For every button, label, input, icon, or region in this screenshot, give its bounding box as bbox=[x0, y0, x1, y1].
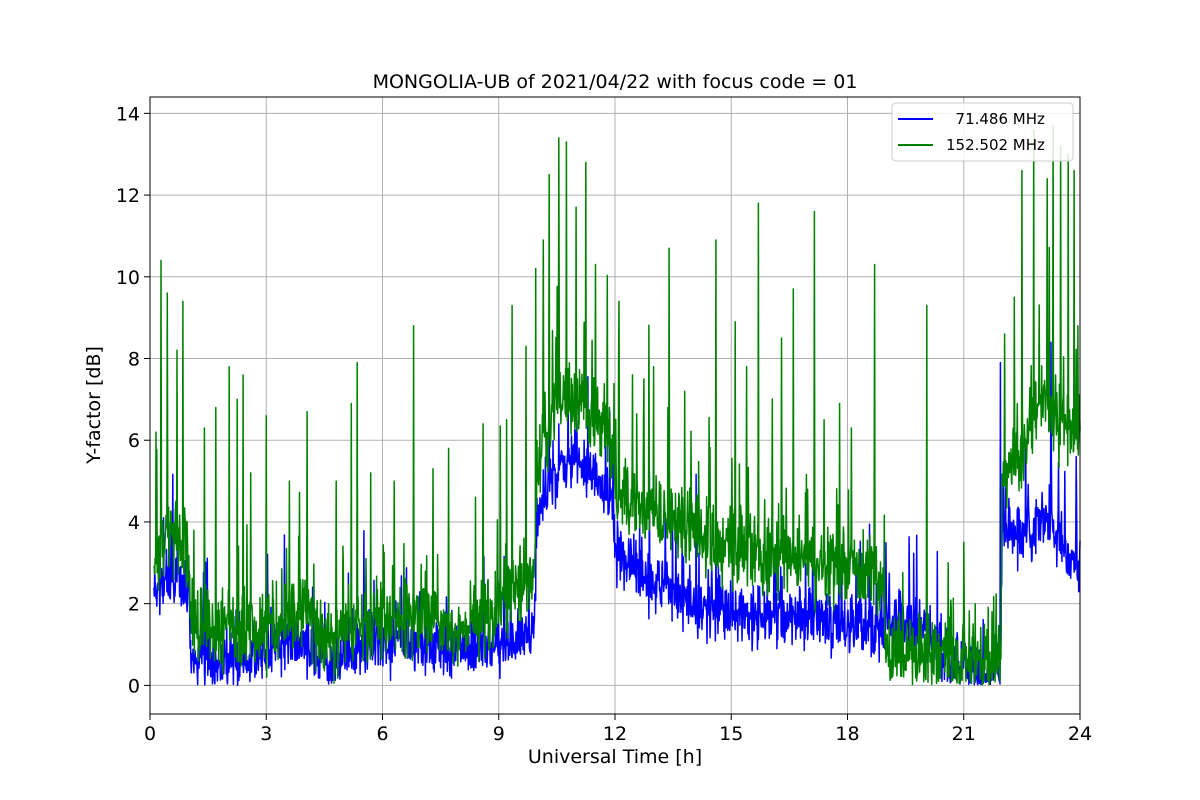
x-tick-label: 15 bbox=[719, 723, 743, 745]
y-tick-label: 12 bbox=[116, 185, 140, 207]
x-axis-label: Universal Time [h] bbox=[528, 746, 702, 768]
y-axis-label: Y-factor [dB] bbox=[83, 346, 105, 465]
chart-title: MONGOLIA-UB of 2021/04/22 with focus cod… bbox=[373, 71, 858, 93]
legend: 71.486 MHz 152.502 MHz bbox=[891, 102, 1074, 162]
legend-label-152mhz: 152.502 MHz bbox=[946, 136, 1045, 154]
x-tick-label: 18 bbox=[835, 723, 859, 745]
x-tick-label: 21 bbox=[952, 723, 976, 745]
legend-label-71mhz: 71.486 MHz bbox=[946, 110, 1045, 128]
legend-box bbox=[891, 102, 1074, 162]
x-tick-label: 24 bbox=[1068, 723, 1092, 745]
y-tick-label: 0 bbox=[128, 675, 140, 697]
series-line-1 bbox=[153, 124, 1081, 686]
y-tick-label: 14 bbox=[116, 103, 140, 125]
y-tick-label: 4 bbox=[128, 512, 140, 534]
x-tick-label: 6 bbox=[376, 723, 388, 745]
series-lines bbox=[153, 124, 1081, 687]
x-tick-label: 9 bbox=[493, 723, 505, 745]
y-tick-label: 6 bbox=[128, 430, 140, 452]
y-tick-label: 10 bbox=[116, 267, 140, 289]
y-tick-label: 8 bbox=[128, 349, 140, 371]
y-tick-label: 2 bbox=[128, 594, 140, 616]
x-tick-label: 3 bbox=[260, 723, 272, 745]
x-tick-label: 0 bbox=[144, 723, 156, 745]
x-tick-label: 12 bbox=[603, 723, 627, 745]
